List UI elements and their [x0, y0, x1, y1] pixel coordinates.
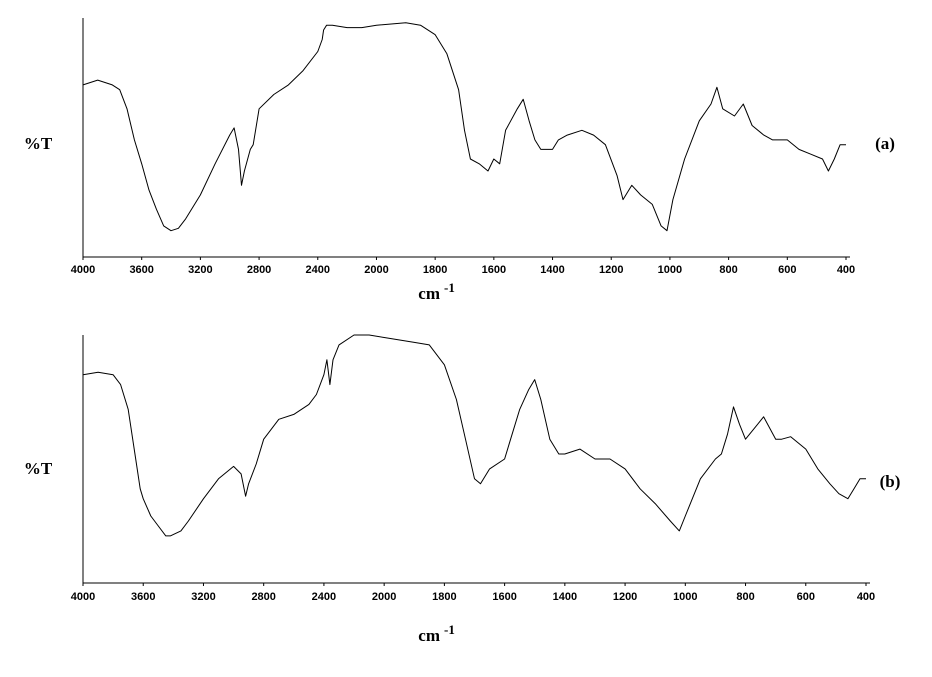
- x-tick-label: 3600: [131, 591, 155, 603]
- x-tick-label: 1600: [492, 591, 516, 603]
- x-tick-label: 2800: [247, 264, 271, 276]
- x-tick-label: 400: [857, 591, 875, 603]
- x-tick-label: 1200: [599, 264, 623, 276]
- x-tick-label: 2800: [251, 591, 275, 603]
- x-tick-label: 1200: [613, 591, 637, 603]
- x-tick-label: 4000: [71, 591, 95, 603]
- y-axis-label: %T: [24, 459, 53, 478]
- x-tick-label: 2400: [312, 591, 336, 603]
- x-tick-label: 1400: [553, 591, 577, 603]
- y-axis-label: %T: [24, 134, 53, 153]
- x-axis-label-superscript: -1: [444, 280, 455, 295]
- x-tick-label: 2000: [372, 591, 396, 603]
- panel-label: (a): [875, 134, 895, 153]
- x-tick-label: 600: [778, 264, 796, 276]
- x-axis-label-superscript: -1: [444, 622, 455, 637]
- x-tick-label: 1800: [423, 264, 447, 276]
- x-tick-label: 400: [837, 264, 855, 276]
- x-tick-label: 1400: [540, 264, 564, 276]
- x-tick-label: 3600: [129, 264, 153, 276]
- panel-label: (b): [880, 472, 901, 491]
- x-axis-label: cm: [418, 626, 440, 645]
- spectrum-line: [82, 22, 846, 232]
- x-tick-label: 800: [719, 264, 737, 276]
- x-tick-label: 1000: [673, 591, 697, 603]
- x-tick-label: 2400: [306, 264, 330, 276]
- x-tick-label: 1800: [432, 591, 456, 603]
- x-tick-label: 4000: [71, 264, 95, 276]
- x-tick-label: 1000: [658, 264, 682, 276]
- x-tick-label: 3200: [188, 264, 212, 276]
- spectrum-line: [82, 334, 866, 537]
- x-tick-label: 2000: [364, 264, 388, 276]
- x-tick-label: 1600: [482, 264, 506, 276]
- x-tick-label: 3200: [191, 591, 215, 603]
- x-axis-label: cm: [418, 284, 440, 303]
- x-tick-label: 600: [797, 591, 815, 603]
- x-tick-label: 800: [736, 591, 754, 603]
